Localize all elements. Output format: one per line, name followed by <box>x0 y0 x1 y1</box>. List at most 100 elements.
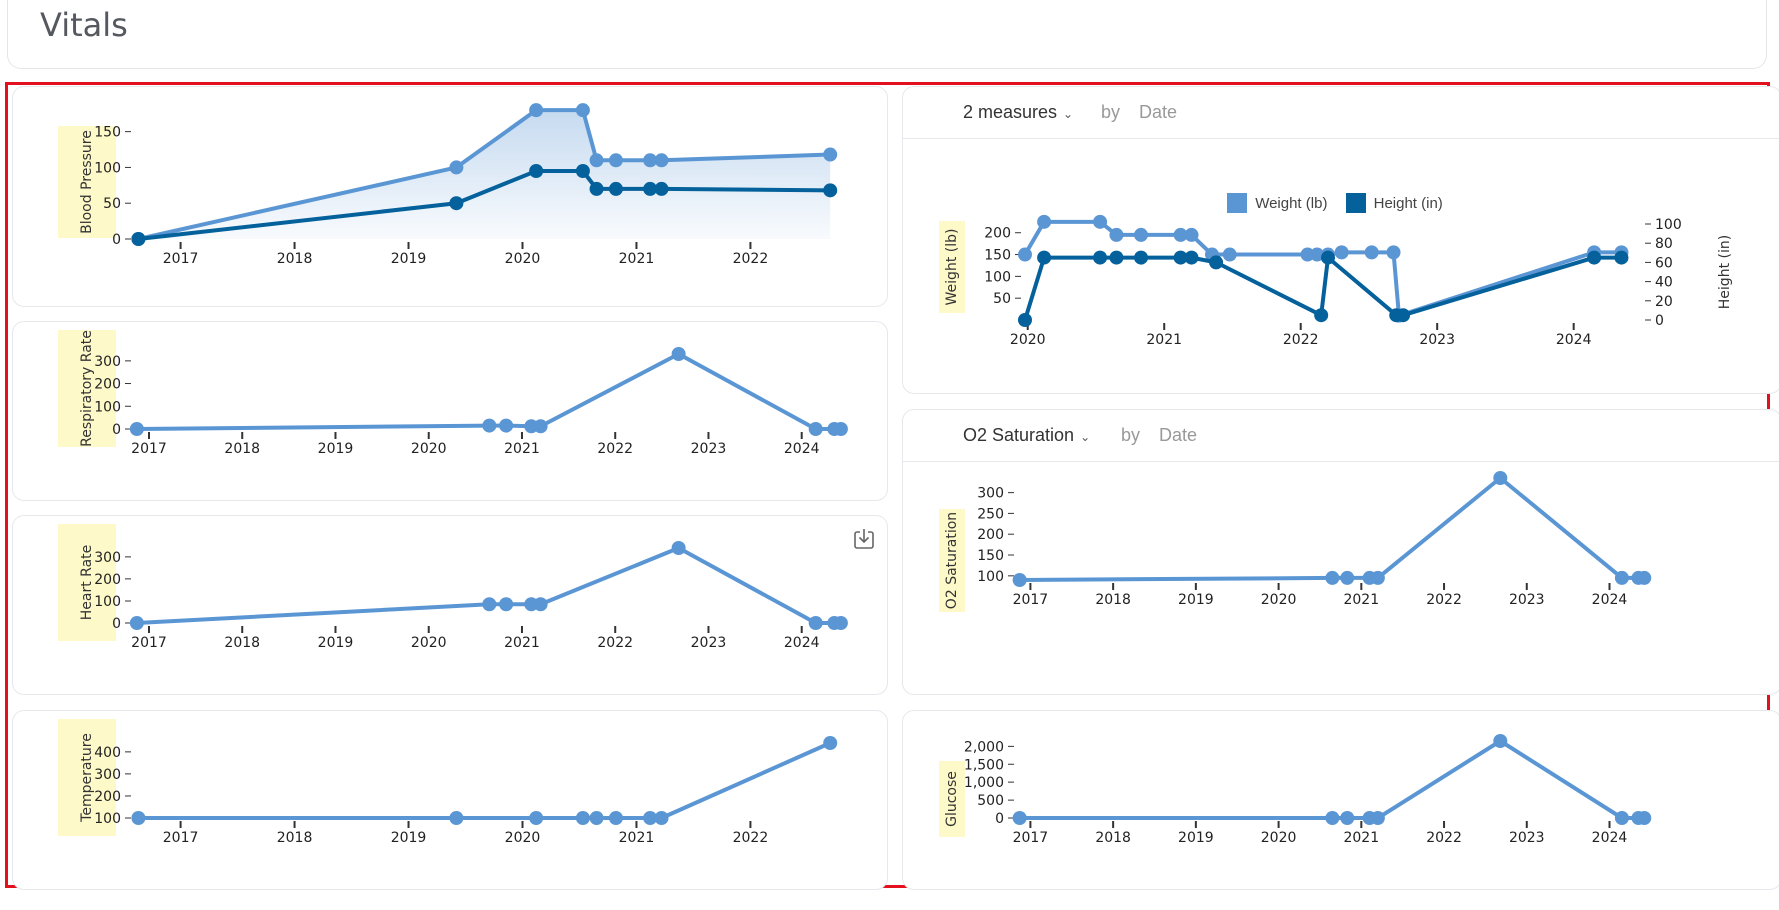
x-tick-label: 2024 <box>1592 830 1628 846</box>
date-dimension[interactable]: Date <box>1139 102 1178 122</box>
x-tick-label: 2022 <box>733 830 769 846</box>
data-point <box>529 811 544 825</box>
weight-height-controls: 2 measures ⌄ by Date <box>903 87 1779 139</box>
x-tick-label: 2017 <box>163 251 199 267</box>
temperature-chart: Temperature 100 200 300 400 2017 2018 2019 2020 2… <box>58 719 838 846</box>
y-tick-label: 250 <box>977 506 1004 522</box>
x-tick-label: 2020 <box>411 635 447 651</box>
data-point <box>1310 247 1325 262</box>
y-tick-label: 150 <box>977 548 1004 564</box>
date-dimension[interactable]: Date <box>1159 425 1198 445</box>
x-tick-label: 2018 <box>1095 830 1131 846</box>
x-tick-label: 2022 <box>1283 332 1319 348</box>
legend-swatch-weight[interactable] <box>1227 193 1248 213</box>
y-tick-label: 200 <box>94 572 121 588</box>
legend-swatch-height[interactable] <box>1345 193 1366 213</box>
y-axis-label-bg <box>939 221 965 313</box>
x-tick-label: 2020 <box>1010 332 1046 348</box>
x-tick-label: 2023 <box>1509 830 1545 846</box>
data-point <box>1209 255 1224 270</box>
y-axis-label: Heart Rate <box>79 545 95 621</box>
o2-measure-dropdown[interactable]: O2 Saturation ⌄ <box>963 425 1090 446</box>
data-point <box>129 422 144 436</box>
x-tick-label: 2024 <box>784 635 820 651</box>
y-axis-label-bg <box>58 524 116 641</box>
x-tick-label: 2018 <box>224 635 260 651</box>
y-tick-label: 1,500 <box>964 757 1004 773</box>
y-tick-label: 0 <box>112 232 121 248</box>
data-point <box>608 181 623 196</box>
glucose-card: Glucose 0 500 1,000 1,500 2,000 2017 2018 2019 20… <box>902 710 1779 890</box>
data-point <box>1340 570 1355 585</box>
data-point <box>654 811 669 825</box>
x-tick-label: 2021 <box>619 251 655 267</box>
y-tick-label: 100 <box>984 269 1011 285</box>
x-tick-label: 2020 <box>1261 592 1297 608</box>
area-fill <box>138 110 831 239</box>
data-point <box>1018 313 1032 327</box>
x-tick-label: 2017 <box>131 441 167 457</box>
y-tick-label: 150 <box>94 125 121 141</box>
data-point <box>1340 811 1355 825</box>
data-point <box>1334 245 1349 260</box>
legend-label-height: Height (in) <box>1373 194 1443 212</box>
data-point <box>1109 250 1124 265</box>
data-point <box>575 164 590 178</box>
data-point <box>589 153 604 168</box>
measure-dropdown[interactable]: 2 measures ⌄ <box>963 102 1073 123</box>
x-tick-label: 2020 <box>505 251 541 267</box>
data-point <box>575 811 590 825</box>
x-tick-label: 2023 <box>1509 592 1545 608</box>
data-point <box>1109 227 1124 242</box>
data-point <box>671 541 686 555</box>
temperature-card: Temperature 100 200 300 400 2017 2018 2019 2020 2… <box>12 710 888 890</box>
data-point <box>1493 471 1508 485</box>
measure-dropdown-label: 2 measures <box>963 102 1058 122</box>
by-label: by <box>1121 425 1141 445</box>
by-label: by <box>1101 102 1121 122</box>
respiratory-rate-chart: Respiratory Rate 0 100 200 300 2017 2018 2019 20… <box>58 330 848 457</box>
x-tick-label: 2021 <box>1343 592 1379 608</box>
y2-axis-label: Height (in) <box>1717 235 1733 309</box>
y-axis-label: Temperature <box>79 733 95 823</box>
data-point <box>1637 811 1652 825</box>
data-point <box>1222 247 1237 262</box>
y-axis-label-bg <box>58 719 116 836</box>
x-tick-label: 2021 <box>1146 332 1182 348</box>
data-point <box>1134 227 1149 242</box>
data-point <box>1093 214 1108 229</box>
blood-pressure-card: Blood Pressure 0 50 100 150 2017 2018 2019 2020 2… <box>12 86 888 307</box>
x-tick-label: 2021 <box>619 830 655 846</box>
x-tick-label: 2022 <box>597 635 633 651</box>
data-point <box>643 811 658 825</box>
y-tick-label: 100 <box>977 569 1004 585</box>
data-point <box>654 181 669 196</box>
o2-saturation-chart: O2 Saturation 100 150 200 250 300 2017 2018 2019… <box>939 471 1652 612</box>
data-point <box>589 811 604 825</box>
data-point <box>1614 570 1629 585</box>
data-point <box>449 196 464 211</box>
data-point <box>643 181 658 196</box>
data-point <box>449 811 464 825</box>
data-point <box>1614 811 1629 825</box>
data-point <box>1370 570 1385 585</box>
x-tick-label: 2017 <box>163 830 199 846</box>
data-point <box>833 422 848 436</box>
weight-height-chart: Weight (lb) 50 100 150 200 0 20 40 60 80 100 Height… <box>939 214 1733 348</box>
download-icon[interactable] <box>851 526 877 552</box>
glucose-chart: Glucose 0 500 1,000 1,500 2,000 2017 2018 2019 20… <box>939 734 1652 846</box>
page-title: Vitals <box>40 6 128 44</box>
x-tick-label: 2020 <box>1261 830 1297 846</box>
data-point <box>1173 250 1188 265</box>
data-point <box>1184 250 1199 265</box>
o2-saturation-card: O2 Saturation ⌄ by Date O2 Saturation 100 1… <box>902 409 1779 695</box>
data-point <box>131 232 146 246</box>
y-tick-label: 0 <box>995 811 1004 827</box>
data-point <box>129 616 144 630</box>
data-point <box>575 103 590 118</box>
data-point <box>823 147 838 162</box>
x-tick-label: 2018 <box>224 441 260 457</box>
weight-height-card: 2 measures ⌄ by Date Weight (lb) Height (… <box>902 86 1779 394</box>
data-point <box>533 597 548 612</box>
series-line-0 <box>136 546 841 625</box>
